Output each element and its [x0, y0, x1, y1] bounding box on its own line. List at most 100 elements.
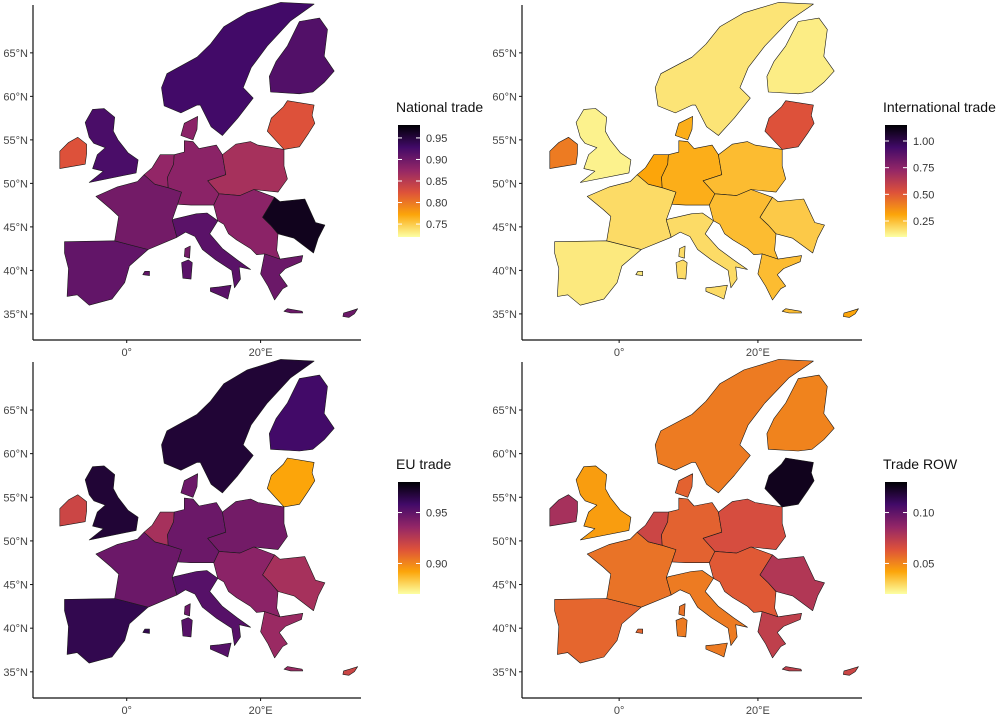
- region-uk: [84, 108, 139, 183]
- lat-tick-label: 50°N: [492, 536, 517, 548]
- lat-tick-label: 65°N: [492, 405, 517, 417]
- lat-tick-label: 65°N: [3, 405, 28, 417]
- legend-tick-label: 0.95: [426, 133, 447, 145]
- legend: International trade 1.00 0.75 0.50 0.25: [883, 99, 996, 237]
- region-uk: [84, 465, 139, 541]
- lat-tick-label: 40°N: [492, 623, 517, 635]
- lat-tick-label: 35°N: [3, 667, 28, 679]
- region-mallorca: [635, 270, 644, 276]
- lat-tick-label: 55°N: [3, 135, 28, 147]
- legend: National trade 0.95 0.90 0.85 0.80 0.75: [396, 99, 483, 237]
- legend-tick-label: 1.00: [913, 136, 934, 148]
- region-sicily: [705, 642, 728, 658]
- region-iberia: [64, 240, 149, 306]
- region-finland: [268, 17, 335, 95]
- region-greece: [260, 611, 304, 659]
- region-germany: [167, 497, 227, 564]
- legend: EU trade 0.95 0.90: [396, 456, 451, 594]
- lat-tick-label: 60°N: [492, 91, 517, 103]
- region-sardinia: [181, 617, 193, 638]
- region-sicily: [705, 284, 728, 300]
- region-denmark: [674, 473, 694, 498]
- region-poland: [207, 141, 288, 196]
- legend-tick-label: 0.05: [913, 558, 934, 570]
- lon-tick-label: 0°: [121, 705, 132, 715]
- region-scandinavia: [654, 359, 814, 494]
- legend-tick-label: 0.90: [426, 558, 447, 570]
- lat-tick-label: 50°N: [3, 178, 28, 190]
- region-greece: [757, 611, 802, 659]
- lon-tick-label: 20°E: [746, 705, 770, 715]
- lat-tick-label: 60°N: [3, 91, 28, 103]
- region-greece: [260, 253, 304, 301]
- region-corsica: [184, 603, 191, 617]
- region-baltic: [266, 100, 316, 150]
- lat-tick-label: 45°N: [3, 580, 28, 592]
- map-panel-3: 65°N 60°N 55°N 50°N 45°N 40°N 35°N 0° 20°E EU tra…: [3, 359, 451, 717]
- region-romania: [759, 197, 825, 254]
- region-germany: [167, 140, 227, 206]
- map-panel-2: 65°N 60°N 55°N 50°N 45°N 40°N 35°N 0° 20°E Intern…: [492, 2, 996, 359]
- legend-tick-label: 0.75: [426, 219, 447, 231]
- region-ireland: [59, 137, 87, 169]
- region-ireland: [59, 494, 87, 527]
- region-scandinavia: [654, 2, 814, 136]
- lat-tick-label: 45°N: [3, 222, 28, 234]
- region-uk: [575, 465, 632, 541]
- region-ireland: [549, 137, 578, 169]
- region-crete: [283, 308, 304, 314]
- lon-tick-label: 20°E: [249, 705, 273, 715]
- region-sicily: [210, 284, 232, 300]
- lat-tick-label: 45°N: [492, 580, 517, 592]
- lon-tick-label: 20°E: [249, 347, 273, 359]
- region-cyprus: [342, 666, 359, 676]
- region-poland: [702, 498, 787, 554]
- legend-colorbar: [885, 482, 907, 594]
- region-italy: [171, 570, 251, 646]
- region-corsica: [678, 245, 686, 259]
- map-panel-4: 65°N 60°N 55°N 50°N 45°N 40°N 35°N 0° 20°E Trade …: [492, 359, 958, 717]
- lat-tick-label: 55°N: [492, 492, 517, 504]
- region-germany: [661, 140, 723, 206]
- region-iberia: [64, 598, 149, 664]
- lat-tick-label: 65°N: [492, 48, 517, 60]
- region-finland: [268, 374, 335, 452]
- map-panel-1: 65°N 60°N 55°N 50°N 45°N 40°N 35°N 0° 20°E Nation…: [3, 2, 483, 359]
- region-baltic: [764, 457, 815, 508]
- lat-tick-label: 55°N: [492, 135, 517, 147]
- region-uk: [575, 108, 632, 183]
- region-denmark: [180, 473, 198, 498]
- region-crete: [781, 308, 802, 314]
- region-cyprus: [342, 308, 359, 318]
- legend-tick-label: 0.75: [913, 163, 934, 175]
- region-ireland: [549, 494, 578, 527]
- lat-tick-label: 65°N: [3, 48, 28, 60]
- region-baltic: [764, 100, 815, 150]
- legend-colorbar: [398, 125, 420, 237]
- region-denmark: [674, 116, 694, 141]
- region-baltic: [266, 457, 316, 508]
- legend-tick-label: 0.85: [426, 176, 447, 188]
- lon-tick-label: 20°E: [746, 347, 770, 359]
- region-crete: [781, 666, 802, 672]
- region-romania: [262, 554, 326, 612]
- legend-tick-label: 0.25: [913, 216, 934, 228]
- legend-tick-label: 0.90: [426, 154, 447, 166]
- region-poland: [207, 498, 288, 554]
- region-denmark: [180, 116, 198, 141]
- region-italy: [665, 212, 748, 289]
- lon-tick-label: 0°: [121, 347, 132, 359]
- legend-tick-label: 0.95: [426, 508, 447, 520]
- lat-tick-label: 35°N: [492, 309, 517, 321]
- legend-title: International trade: [883, 99, 996, 115]
- region-finland: [766, 17, 835, 95]
- lat-tick-label: 50°N: [492, 178, 517, 190]
- region-poland: [702, 141, 787, 196]
- region-italy: [171, 212, 251, 289]
- region-corsica: [678, 603, 686, 617]
- region-romania: [759, 554, 825, 612]
- legend-title: National trade: [396, 99, 483, 115]
- legend-tick-label: 0.80: [426, 198, 447, 210]
- lat-tick-label: 45°N: [492, 222, 517, 234]
